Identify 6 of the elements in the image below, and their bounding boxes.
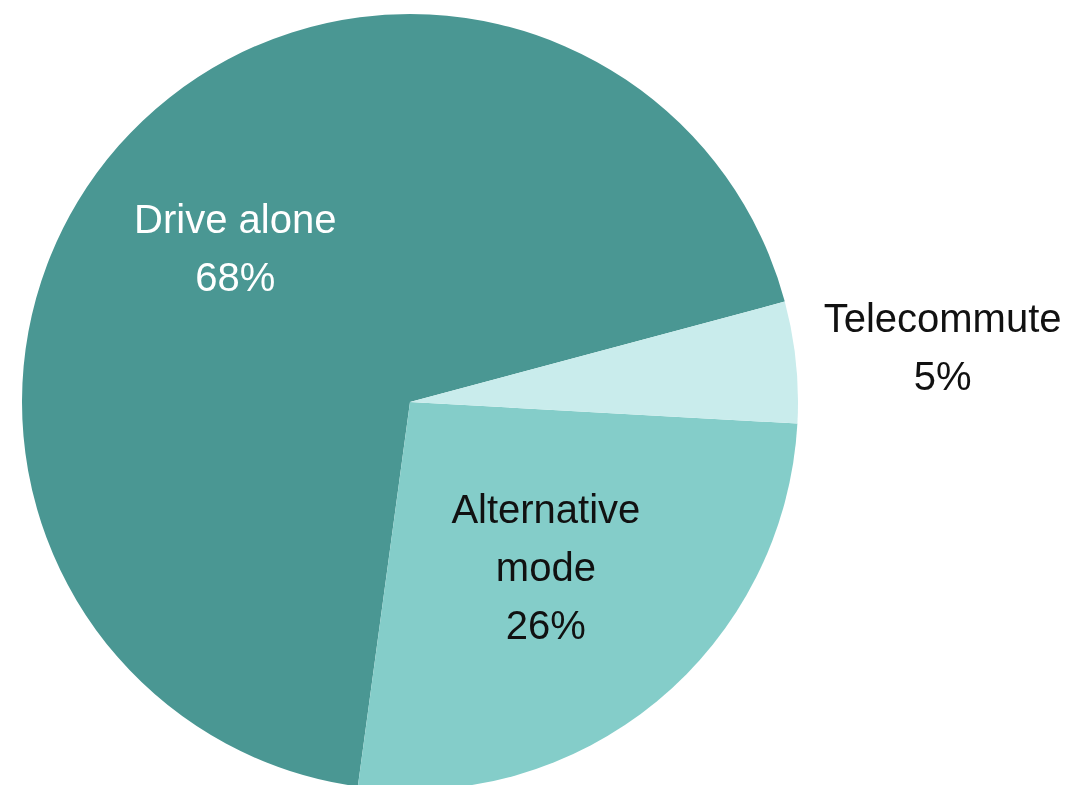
slice-label: Drive alone xyxy=(134,197,337,242)
data-label: 68% xyxy=(195,255,276,300)
slice-label: Telecommute xyxy=(823,295,1062,340)
slice-label: Alternative mode xyxy=(451,486,641,589)
data-label: 26% xyxy=(505,602,586,647)
data-label: 5% xyxy=(913,353,972,398)
